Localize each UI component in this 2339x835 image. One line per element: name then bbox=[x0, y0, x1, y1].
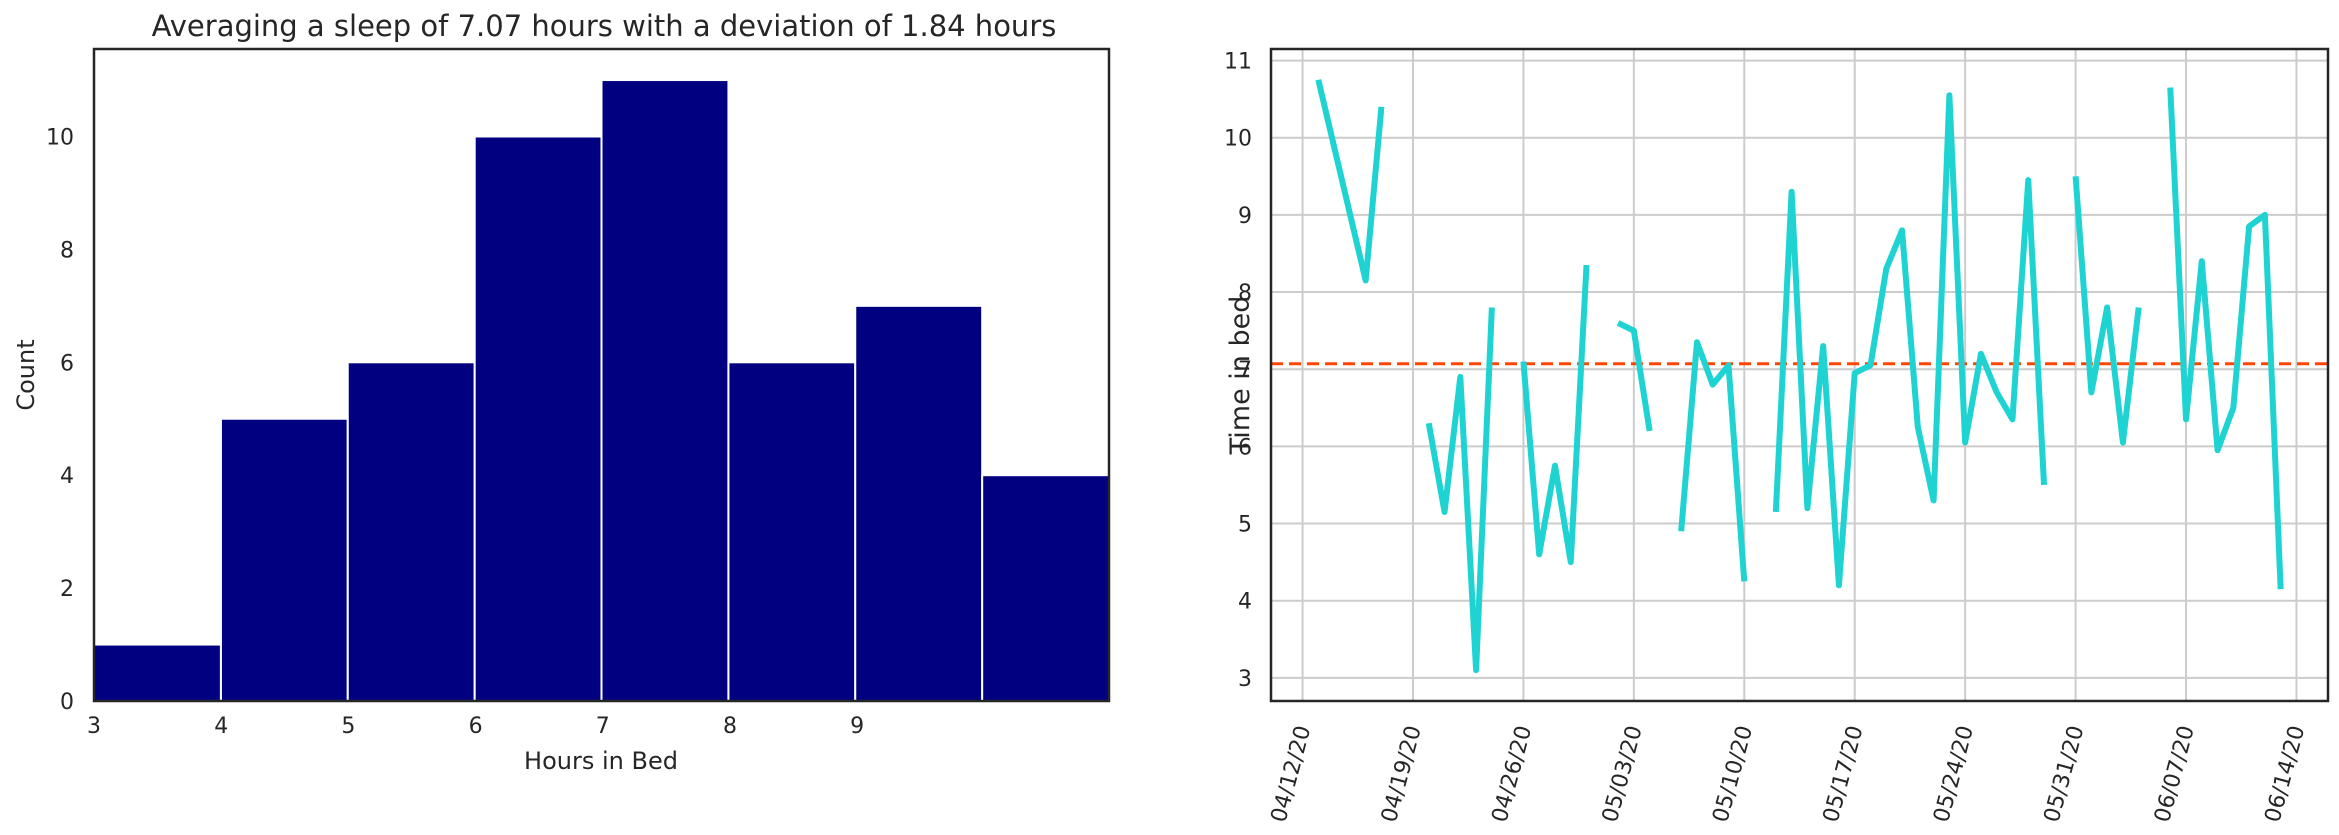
histogram-x-tick-label: 6 bbox=[469, 714, 483, 739]
histogram-bar bbox=[473, 135, 603, 702]
histogram-x-tick-label: 5 bbox=[341, 714, 355, 739]
histogram-x-tick-label: 8 bbox=[723, 714, 737, 739]
line-chart-y-tick-label: 4 bbox=[1238, 590, 1252, 615]
histogram-x-tick-label: 7 bbox=[596, 714, 610, 739]
time-in-bed-line-segment bbox=[1315, 79, 1385, 284]
time-in-bed-line-segment bbox=[1678, 339, 1748, 582]
histogram-y-label: Count bbox=[12, 339, 40, 410]
histogram-bar bbox=[600, 79, 730, 703]
histogram-bar bbox=[219, 417, 349, 702]
line-chart-y-tick-label: 5 bbox=[1238, 513, 1252, 538]
histogram-y-tick-label: 4 bbox=[60, 464, 74, 489]
line-chart-x-tick-label: 05/03/20 bbox=[1598, 723, 1648, 825]
histogram-x-ticks: 3 4 5 6 7 8 9 bbox=[87, 714, 864, 739]
line-chart-y-ticks: 3 4 5 6 7 8 9 10 11 bbox=[1224, 50, 1252, 692]
histogram-x-label: Hours in Bed bbox=[524, 747, 678, 775]
line-chart-y-tick-label: 6 bbox=[1238, 435, 1252, 460]
line-chart-grid bbox=[1271, 49, 2328, 701]
line-chart-y-tick-label: 11 bbox=[1224, 50, 1252, 75]
line-chart-y-label: Time in bed bbox=[1225, 296, 1256, 456]
histogram-y-tick-label: 2 bbox=[60, 577, 74, 602]
line-chart-x-tick-label: 05/10/20 bbox=[1708, 723, 1758, 825]
line-chart-y-tick-label: 7 bbox=[1238, 358, 1252, 383]
line-chart-y-tick-label: 9 bbox=[1238, 204, 1252, 229]
histogram-y-tick-label: 0 bbox=[60, 690, 74, 715]
time-in-bed-line-segment bbox=[1616, 320, 1653, 432]
time-in-bed-line-segment bbox=[2167, 87, 2284, 590]
histogram-y-ticks: 0 2 4 6 8 10 bbox=[46, 125, 74, 715]
line-chart-y-tick-label: 10 bbox=[1224, 127, 1252, 152]
histogram-y-tick-label: 10 bbox=[46, 125, 74, 150]
line-chart-x-tick-label: 04/12/20 bbox=[1267, 723, 1317, 825]
histogram-chart: Averaging a sleep of 7.07 hours with a d… bbox=[12, 9, 1111, 775]
time-in-bed-line-segment bbox=[2072, 176, 2142, 446]
histogram-bar bbox=[93, 643, 222, 703]
line-chart-y-tick-label: 8 bbox=[1238, 281, 1252, 306]
line-chart-x-tick-label: 05/17/20 bbox=[1819, 723, 1869, 825]
histogram-y-tick-label: 6 bbox=[60, 351, 74, 376]
line-chart-x-ticks: 04/12/20 04/19/20 04/26/20 05/03/20 05/10/20… bbox=[1267, 723, 2311, 825]
line-chart-x-tick-label: 04/26/20 bbox=[1487, 723, 1537, 825]
histogram-bar bbox=[727, 361, 857, 702]
time-in-bed-series bbox=[1315, 79, 2284, 674]
histogram-bars bbox=[93, 79, 1110, 703]
histogram-bar bbox=[981, 474, 1110, 702]
line-chart-frame bbox=[1269, 47, 2330, 703]
line-chart-x-tick-label: 04/19/20 bbox=[1377, 723, 1427, 825]
line-chart-y-tick-label: 3 bbox=[1238, 667, 1252, 692]
histogram-title: Averaging a sleep of 7.07 hours with a d… bbox=[152, 9, 1057, 43]
line-chart-x-tick-label: 06/07/20 bbox=[2150, 723, 2200, 825]
line-chart-x-tick-label: 05/24/20 bbox=[1929, 723, 1979, 825]
time-in-bed-line-segment bbox=[1520, 264, 1590, 566]
time-in-bed-line-segment bbox=[1772, 92, 2048, 589]
line-chart-x-tick-label: 05/31/20 bbox=[2040, 723, 2090, 825]
histogram-bar bbox=[346, 361, 476, 702]
histogram-bar bbox=[854, 304, 984, 702]
histogram-frame bbox=[92, 47, 1111, 703]
line-chart-x-tick-label: 06/14/20 bbox=[2261, 723, 2311, 825]
histogram-x-tick-label: 3 bbox=[87, 714, 101, 739]
histogram-x-tick-label: 4 bbox=[214, 714, 228, 739]
time-in-bed-line-segment bbox=[1425, 307, 1495, 674]
time-in-bed-line-chart: 04/12/20 04/19/20 04/26/20 05/03/20 05/10/20… bbox=[1224, 47, 2330, 825]
histogram-y-tick-label: 8 bbox=[60, 238, 74, 263]
histogram-x-tick-label: 9 bbox=[850, 714, 864, 739]
